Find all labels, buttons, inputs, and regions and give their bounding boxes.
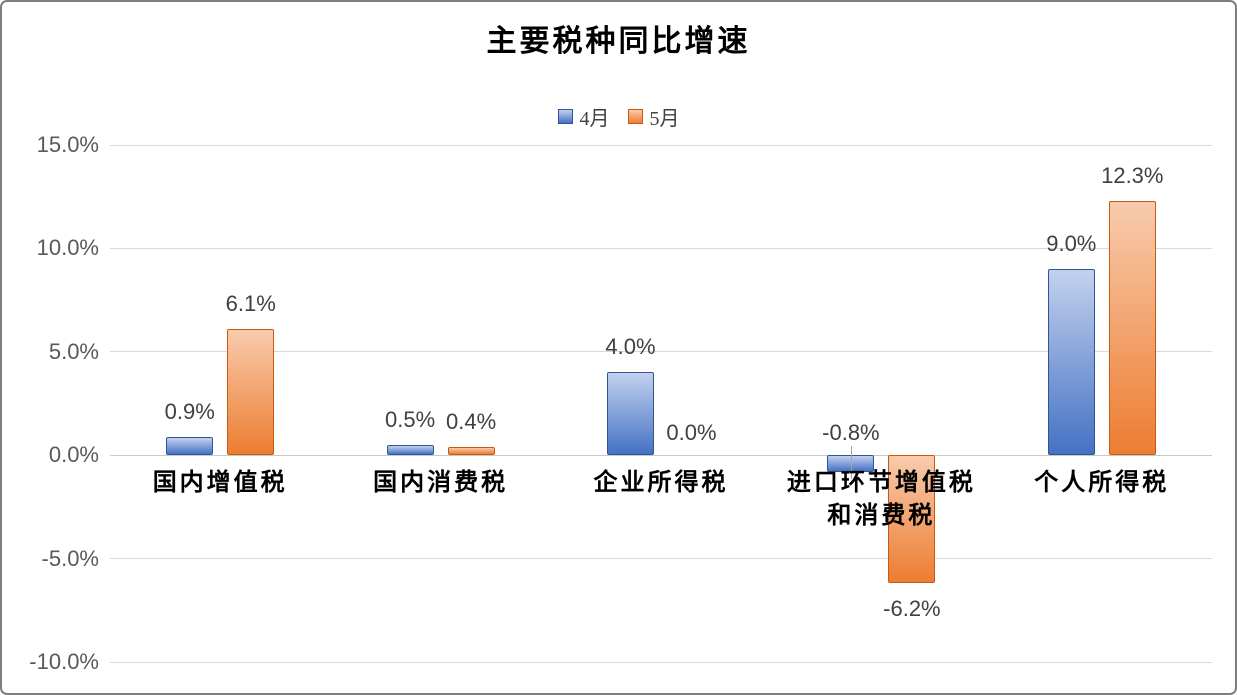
- bar-4月-国内消费税: [386, 444, 434, 456]
- legend-label: 4月: [579, 108, 610, 130]
- gridline: [110, 661, 1212, 663]
- gridline: [110, 144, 1212, 146]
- category-label: 国内增值税: [152, 470, 288, 497]
- y-axis-tick-label: -5.0%: [41, 545, 99, 571]
- y-axis-tick-label: -10.0%: [29, 649, 99, 674]
- chart-legend: 4月 5月: [2, 102, 1235, 131]
- y-axis-tick-label: 15.0%: [36, 132, 99, 157]
- y-axis-tick-label: 5.0%: [48, 338, 99, 364]
- gridline: [110, 351, 1212, 353]
- data-label: 0.0%: [666, 420, 717, 446]
- bar-4月-企业所得税: [607, 372, 654, 456]
- bar-5月-国内增值税: [227, 329, 275, 456]
- gridline: [110, 247, 1212, 249]
- zero-gridline: [110, 454, 1212, 456]
- y-axis-tick-label: 10.0%: [36, 235, 99, 261]
- data-label: 12.3%: [1101, 162, 1164, 188]
- bar-5月-进口环节增值税: [888, 455, 936, 584]
- bar-5月-国内消费税: [447, 446, 495, 456]
- y-axis-tick-label: 0.0%: [48, 442, 99, 468]
- legend-item-4月: 4月: [557, 102, 610, 131]
- data-label: 4.0%: [605, 334, 656, 360]
- category-label: 企业所得税: [593, 470, 729, 497]
- label-leader-line: [850, 446, 852, 480]
- data-label: 0.5%: [385, 406, 436, 432]
- data-label: -6.2%: [883, 596, 941, 622]
- legend-swatch-icon: [557, 109, 573, 124]
- data-label: 0.9%: [164, 398, 215, 424]
- legend-label: 5月: [649, 108, 680, 130]
- bar-4月-国内增值税: [166, 436, 214, 456]
- data-label: -0.8%: [822, 420, 880, 446]
- bar-4月-个人所得税: [1047, 269, 1095, 456]
- data-label: 9.0%: [1046, 231, 1097, 257]
- chart-title: 主要税种同比增速: [486, 25, 751, 58]
- category-label: 国内消费税: [373, 470, 509, 497]
- category-label: 进口环节增值税 和消费税: [786, 470, 976, 530]
- data-label: 0.4%: [446, 408, 497, 434]
- data-label: 6.1%: [225, 291, 276, 317]
- legend-swatch-icon: [627, 109, 643, 124]
- gridline: [110, 558, 1212, 560]
- bar-5月-个人所得税: [1108, 200, 1156, 456]
- category-label: 个人所得税: [1034, 470, 1170, 497]
- legend-item-5月: 5月: [627, 102, 680, 131]
